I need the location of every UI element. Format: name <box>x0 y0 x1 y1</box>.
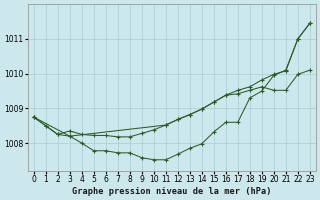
X-axis label: Graphe pression niveau de la mer (hPa): Graphe pression niveau de la mer (hPa) <box>72 187 272 196</box>
